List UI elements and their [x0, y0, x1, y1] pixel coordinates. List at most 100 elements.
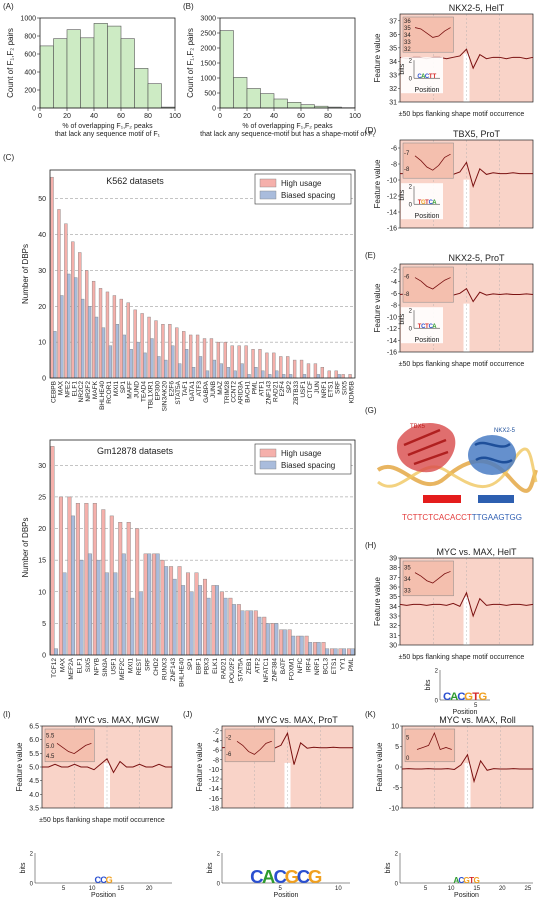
- chart-title: MYC vs. MAX, MGW: [75, 715, 160, 725]
- bar: [119, 298, 123, 379]
- legend-label: High usage: [281, 179, 322, 188]
- x-axis-label: % of overlapping F₁,F₂ peaks: [242, 123, 333, 130]
- bar: [341, 374, 345, 379]
- bar: [53, 38, 68, 109]
- x-tick-label: GATA1: [189, 381, 196, 402]
- y-axis-label: Feature value: [375, 742, 384, 791]
- x-tick-label: IRF4: [305, 658, 312, 672]
- x-tick-label: 80: [144, 113, 152, 120]
- x-tick-label: ETS1: [331, 658, 338, 675]
- x-tick-label: 40: [270, 113, 278, 120]
- nkx25-helix: [474, 441, 513, 464]
- protein-label: NKX2-5: [494, 428, 516, 434]
- x-tick-label: NR2F2: [85, 381, 92, 402]
- inset-y-tick-label: -6: [404, 274, 410, 280]
- logo-y-label: bits: [20, 862, 27, 873]
- logo-letter: G: [308, 866, 322, 887]
- bar: [172, 578, 177, 656]
- logo-x-tick-label: 5: [62, 886, 66, 892]
- bar: [133, 309, 137, 379]
- logo-y-tick-label: 2: [30, 852, 34, 858]
- line: [399, 591, 534, 618]
- chart-title: MYC vs. MAX, HelT: [436, 547, 517, 557]
- bar: [39, 45, 54, 109]
- logo-y-label: bits: [207, 862, 214, 873]
- bar: [122, 334, 126, 379]
- bar: [333, 648, 338, 656]
- x-tick-label: EBF1: [195, 658, 202, 675]
- y-tick-label: -12: [387, 194, 397, 201]
- x-tick-label: 60: [117, 113, 125, 120]
- bar: [233, 370, 237, 379]
- x-tick-label: 0: [218, 113, 222, 120]
- bar: [316, 374, 320, 379]
- y-tick-label: 36: [389, 32, 397, 39]
- logo-y-tick-label: 2: [395, 852, 399, 858]
- bar: [253, 610, 258, 656]
- bar: [101, 327, 106, 379]
- y-tick-label: 5: [42, 621, 46, 628]
- legend-swatch: [259, 448, 277, 458]
- bar: [245, 610, 250, 656]
- chart-title: Gm12878 datasets: [97, 446, 174, 456]
- bar: [121, 553, 126, 656]
- x-tick-label: ZNF143: [265, 381, 272, 405]
- panel-label: (A): [3, 2, 14, 11]
- y-tick-label: -16: [209, 796, 219, 803]
- bar: [155, 553, 160, 656]
- bar: [194, 572, 199, 656]
- logo-x-label: Position: [415, 337, 440, 344]
- y-tick-label: 10: [38, 340, 46, 347]
- x-tick-label: MAFK: [92, 380, 99, 399]
- bar: [337, 374, 341, 379]
- y-tick-label: -8: [391, 303, 397, 310]
- chart-title: NKX2-5, HelT: [449, 3, 505, 13]
- x-tick-label: RAD21: [272, 381, 279, 402]
- tbx5-strand: [403, 428, 449, 466]
- panel-label: (B): [183, 2, 194, 11]
- inset-y-tick-label: 35: [404, 26, 411, 32]
- panel-label: (D): [365, 126, 376, 135]
- dna-helix: [377, 447, 538, 488]
- logo-letter: C: [429, 200, 434, 206]
- x-tick-label: PML: [251, 381, 258, 395]
- bar: [143, 352, 147, 379]
- bar: [129, 349, 133, 379]
- logo-letter: G: [463, 876, 469, 885]
- bar: [299, 635, 304, 656]
- bar: [78, 252, 82, 379]
- logo-letter: C: [100, 875, 107, 885]
- panel-label: (H): [365, 541, 376, 550]
- y-tick-label: 37: [389, 18, 397, 25]
- center-gap: [463, 179, 470, 228]
- bar: [115, 324, 119, 379]
- bar: [113, 572, 118, 656]
- y-axis-label: Feature value: [373, 159, 382, 208]
- nkx25-site: [478, 495, 514, 503]
- bar: [240, 610, 245, 656]
- bar: [292, 359, 297, 379]
- y-tick-label: -2: [391, 267, 397, 274]
- x-axis-label: ±50 bps flanking shape motif occurrence: [399, 111, 525, 118]
- logo-x-tick-label: 20: [499, 886, 506, 892]
- bar: [233, 77, 248, 109]
- bar: [228, 597, 233, 656]
- x-axis-label: that lack any sequence motif of F₁: [55, 131, 161, 138]
- x-tick-label: MAX: [57, 380, 64, 395]
- logo-letter: G: [464, 691, 473, 703]
- logo-letter: C: [457, 691, 465, 703]
- bar: [109, 515, 114, 656]
- y-tick-label: -14: [387, 338, 397, 345]
- logo-x-tick-label: 15: [117, 886, 124, 892]
- bar: [54, 648, 58, 656]
- bar: [320, 367, 325, 379]
- bar: [325, 648, 330, 656]
- logo-letter: G: [106, 875, 113, 885]
- bar: [184, 349, 189, 379]
- panel-label: (C): [3, 153, 14, 162]
- x-tick-label: ARID3A: [238, 380, 245, 404]
- y-axis-label: Count of F₁,F₂ pairs: [186, 28, 195, 98]
- x-tick-label: SP1: [187, 658, 194, 671]
- bar: [215, 585, 219, 656]
- chart-title: K562 datasets: [106, 176, 164, 186]
